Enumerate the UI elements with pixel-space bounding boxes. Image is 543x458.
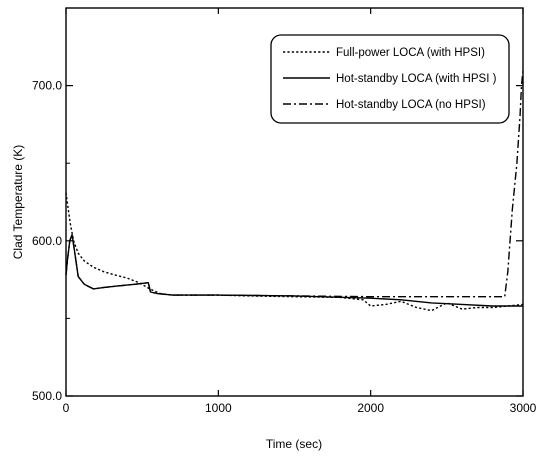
legend-label-hot-standby-no-hpsi: Hot-standby LOCA (no HPSI) xyxy=(336,99,486,111)
y-tick-label: 600.0 xyxy=(32,234,62,248)
y-axis-title: Clad Temperature (K) xyxy=(11,145,25,260)
x-axis-ticks: 0 1000 2000 3000 xyxy=(63,8,537,415)
y-axis-ticks: 500.0 600.0 700.0 xyxy=(32,79,523,403)
x-tick-label: 0 xyxy=(63,401,70,415)
series-line-hot-standby-loca-no-hpsi xyxy=(65,70,524,298)
series-line-hot-standby-loca-with-hpsi xyxy=(65,233,523,307)
x-axis-title: Time (sec) xyxy=(266,437,322,451)
plot-frame xyxy=(65,7,524,397)
legend-box xyxy=(270,34,510,124)
y-tick-label: 700.0 xyxy=(32,79,62,93)
x-tick-label: 3000 xyxy=(510,401,537,415)
x-tick-label: 2000 xyxy=(357,401,384,415)
legend: Full-power LOCA (with HPSI) Hot-standby … xyxy=(270,34,510,124)
series-layer xyxy=(65,70,524,312)
y-tick-label: 500.0 xyxy=(32,389,62,403)
x-tick-label: 1000 xyxy=(205,401,232,415)
legend-label-hot-standby-hpsi: Hot-standby LOCA (with HPSI ) xyxy=(336,73,497,85)
series-line-full-power-loca-with-hpsi xyxy=(65,192,524,312)
legend-label-full-power: Full-power LOCA (with HPSI) xyxy=(336,47,485,59)
